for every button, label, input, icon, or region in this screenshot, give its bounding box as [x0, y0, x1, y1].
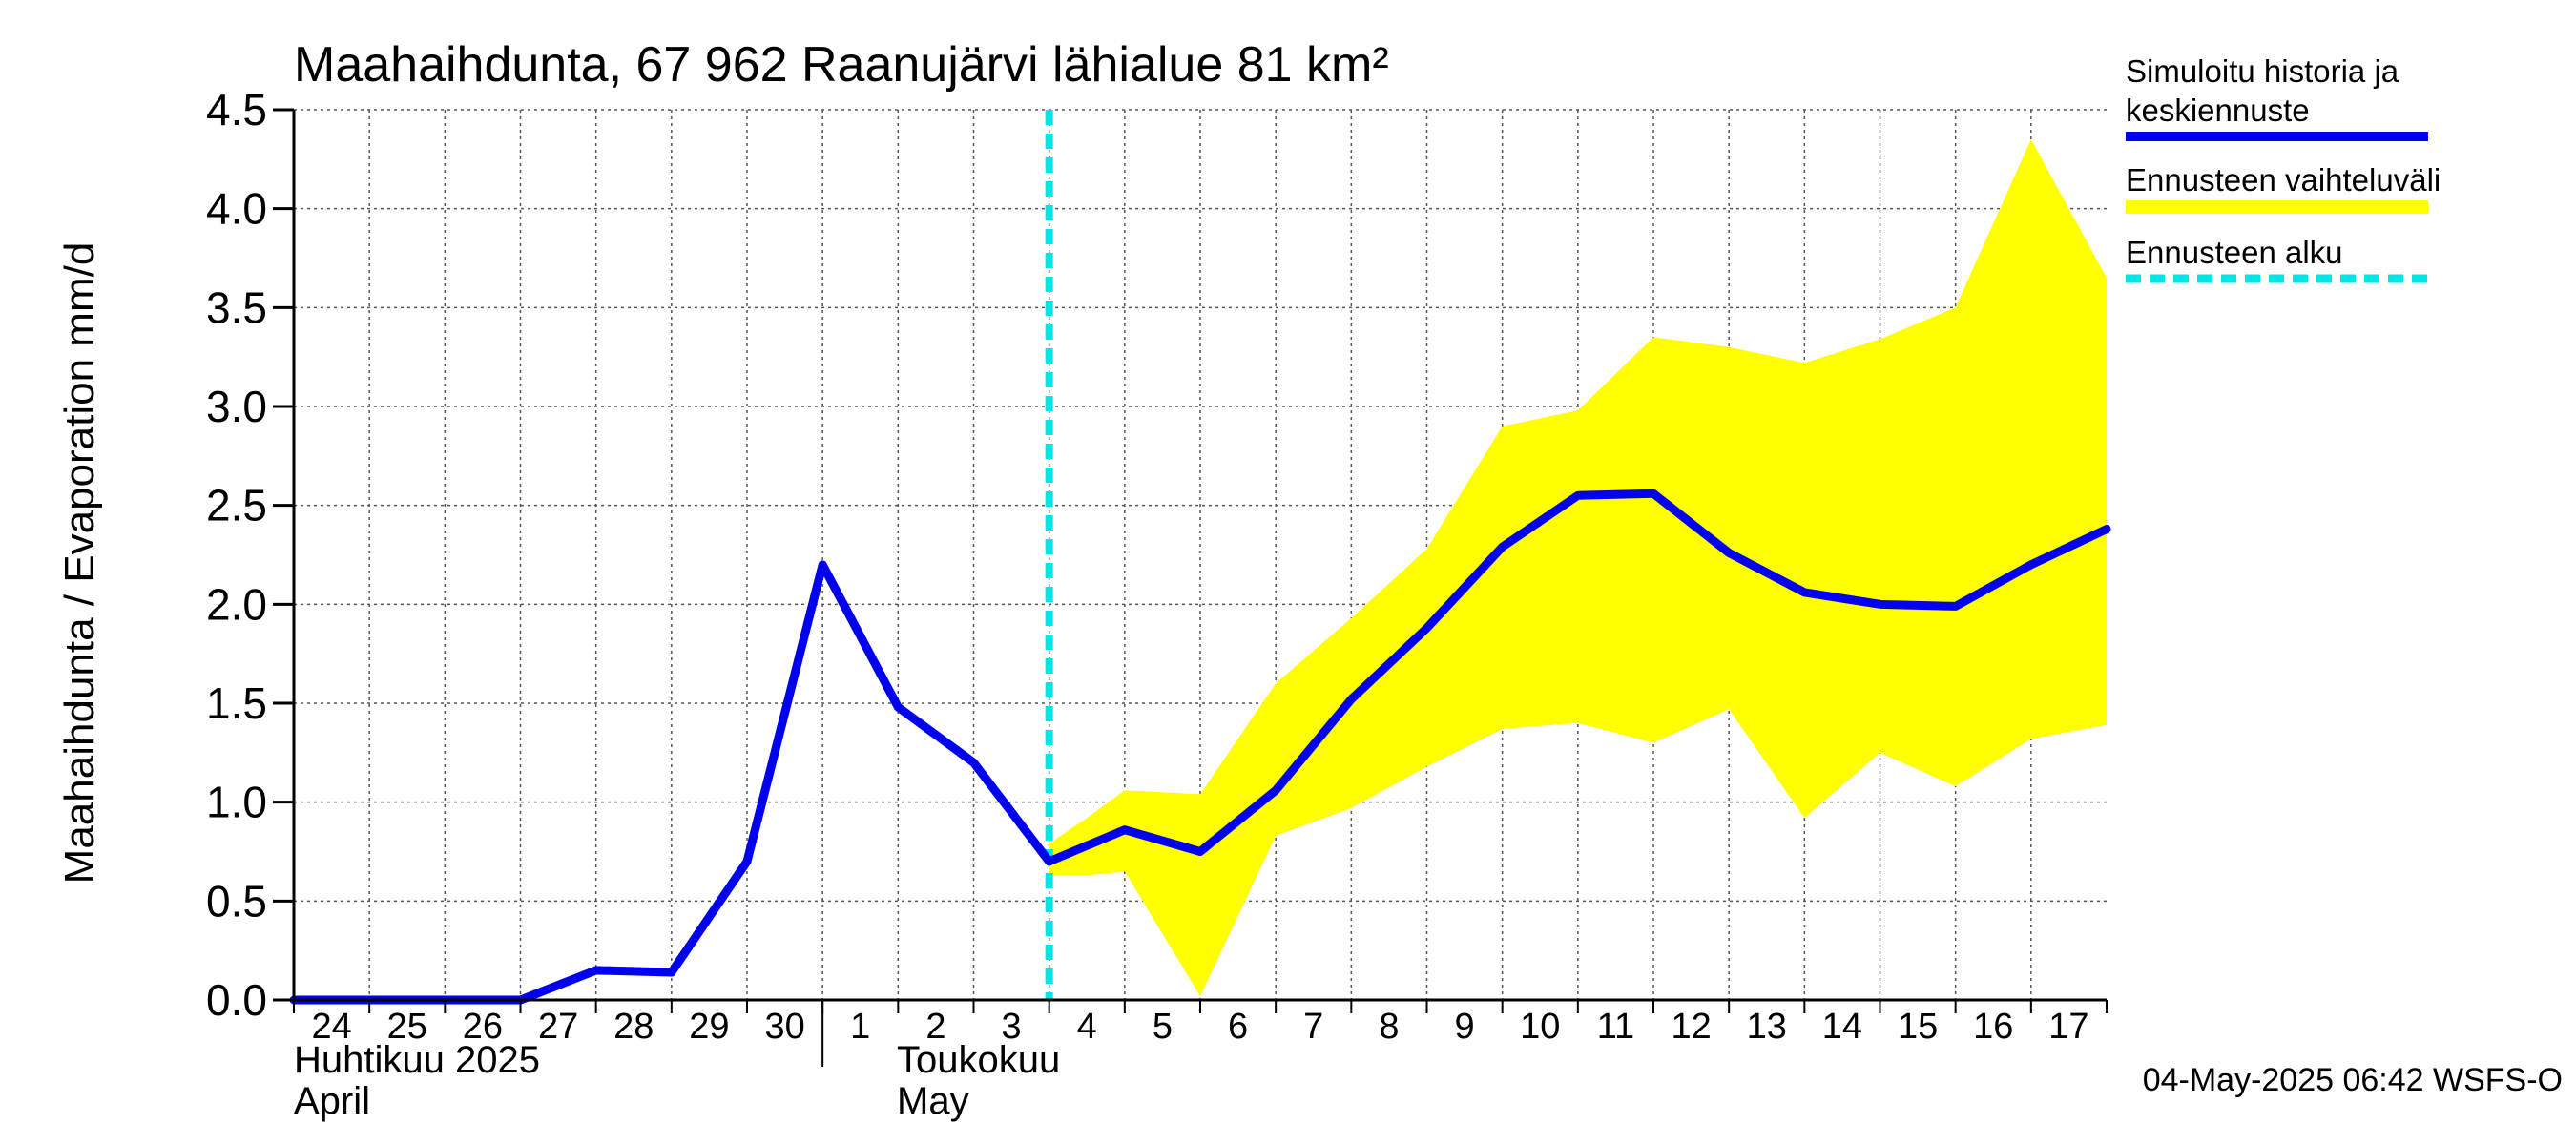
x-tick-label: 25	[387, 1007, 427, 1047]
x-tick-label: 28	[613, 1007, 654, 1047]
month-label-may-fi: Toukokuu	[897, 1039, 1060, 1081]
x-tick-label: 9	[1455, 1007, 1475, 1047]
y-tick-labels: 0.0 0.5 1.0 1.5 2.0 2.5 3.0 3.5 4.0 4.5	[206, 85, 294, 1025]
month-label-may-en: May	[897, 1080, 969, 1122]
forecast-band-area	[1049, 139, 2107, 996]
x-tick-labels: 24 25 26 27 28 29 30 1 2 3 4 5 6 7 8 9 10 11 12 13 14 15 16 17	[311, 1007, 2088, 1047]
y-tick-label: 0.5	[206, 876, 267, 926]
y-tick-label: 3.0	[206, 382, 267, 431]
x-tick-label: 3	[1002, 1007, 1022, 1047]
legend-start-label: Ennusteen alku	[2126, 235, 2343, 270]
y-tick-label: 3.5	[206, 282, 267, 332]
x-tick-label: 14	[1822, 1007, 1862, 1047]
x-tick-label: 8	[1379, 1007, 1399, 1047]
forecast-range-band	[1049, 139, 2107, 996]
x-tick-label: 24	[311, 1007, 351, 1047]
x-tick-label: 10	[1520, 1007, 1560, 1047]
x-tick-label: 15	[1898, 1007, 1938, 1047]
y-tick-label: 2.5	[206, 481, 267, 531]
x-tick-label: 1	[850, 1007, 870, 1047]
y-tick-label: 1.5	[206, 678, 267, 728]
month-label-april-fi: Huhtikuu 2025	[294, 1039, 540, 1081]
x-tick-label: 16	[1973, 1007, 2013, 1047]
x-tick-label: 30	[764, 1007, 804, 1047]
x-tick-label: 11	[1597, 1007, 1634, 1047]
y-tick-label: 1.0	[206, 778, 267, 827]
x-tick-label: 4	[1077, 1007, 1097, 1047]
y-tick-label: 0.0	[206, 975, 267, 1025]
x-tick-label: 2	[925, 1007, 945, 1047]
x-tick-label: 29	[689, 1007, 729, 1047]
legend-band-label: Ennusteen vaihteluväli	[2126, 162, 2441, 198]
y-tick-label: 2.0	[206, 579, 267, 629]
x-tick-label: 17	[2048, 1007, 2088, 1047]
axes	[292, 110, 2108, 1067]
y-tick-label: 4.0	[206, 184, 267, 234]
x-tick-label: 13	[1747, 1007, 1787, 1047]
y-tick-label: 4.5	[206, 85, 267, 135]
legend-history-label-2: keskiennuste	[2126, 93, 2310, 128]
x-tick-label: 5	[1153, 1007, 1173, 1047]
x-tick-label: 7	[1303, 1007, 1323, 1047]
x-tick-label: 6	[1228, 1007, 1248, 1047]
series-line-simulated	[289, 489, 2111, 1005]
legend: Simuloitu historia ja keskiennuste Ennus…	[2126, 53, 2441, 283]
y-axis-label: Maahaihdunta / Evaporation mm/d	[56, 242, 103, 885]
chart-title: Maahaihdunta, 67 962 Raanujärvi lähialue…	[294, 37, 1389, 93]
simulated-series	[289, 489, 2111, 1005]
x-tick-label: 26	[463, 1007, 503, 1047]
legend-history-label: Simuloitu historia ja	[2126, 53, 2399, 89]
x-tick-label: 27	[538, 1007, 578, 1047]
footer-timestamp: 04-May-2025 06:42 WSFS-O	[2143, 1062, 2563, 1098]
x-tick-label: 12	[1671, 1007, 1711, 1047]
month-label-april-en: April	[294, 1080, 370, 1122]
